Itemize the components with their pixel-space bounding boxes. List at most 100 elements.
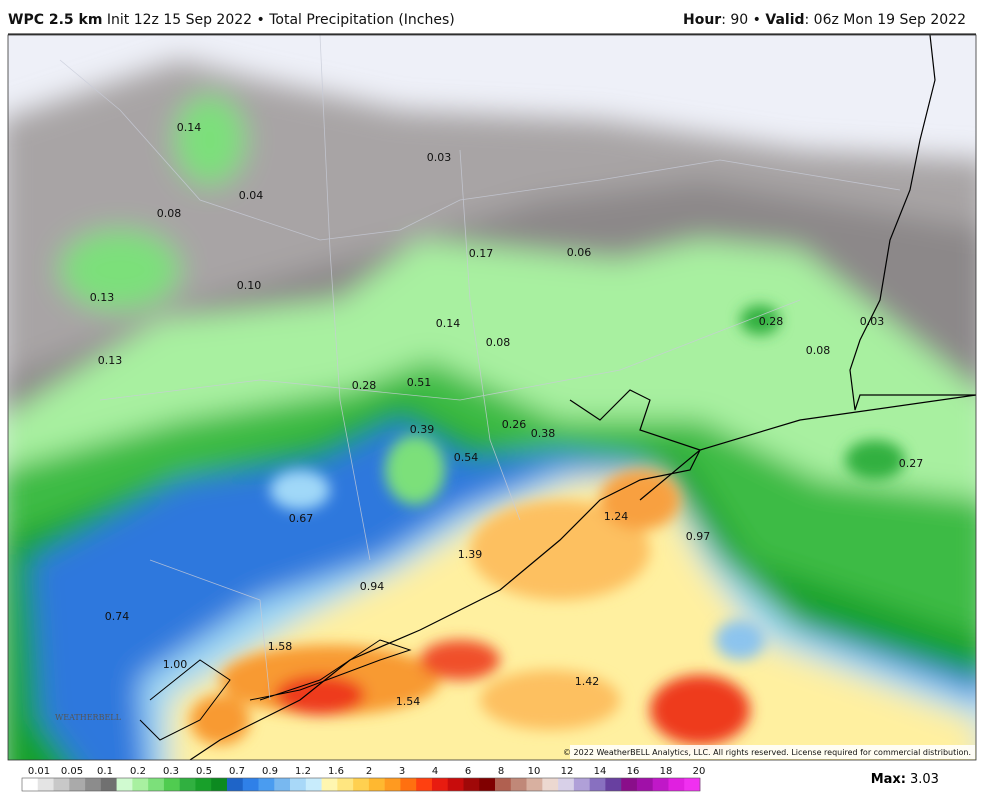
colorbar-swatch [195,778,212,791]
colorbar-swatch [495,778,512,791]
header: WPC 2.5 km Init 12z 15 Sep 2022 • Total … [8,12,966,32]
valid-info: Hour: 90 • Valid: 06z Mon 19 Sep 2022 [683,12,966,28]
colorbar-swatch [53,778,70,791]
colorbar-swatch [69,778,86,791]
colorbar-swatch [416,778,433,791]
colorbar-label: 0.01 [28,766,50,777]
colorbar-swatch [258,778,275,791]
colorbar-swatch [510,778,527,791]
colorbar-label: 12 [561,766,574,777]
colorbar-swatch [668,778,685,791]
colorbar-swatch [384,778,401,791]
colorbar-swatch [226,778,244,791]
value-label: 0.08 [806,344,831,357]
colorbar-swatch [479,778,496,791]
colorbar-label: 0.2 [130,766,146,777]
colorbar-swatch [211,778,228,791]
colorbar-swatch [684,778,701,791]
value-label: 0.51 [407,376,432,389]
colorbar-swatch [37,778,54,791]
colorbar-label: 0.05 [61,766,83,777]
value-label: 1.00 [163,658,188,671]
colorbar-label: 1.2 [295,766,311,777]
value-label: 0.14 [177,121,202,134]
colorbar-label: 0.1 [97,766,113,777]
colorbar-label: 4 [432,766,438,777]
colorbar-swatch [274,778,291,791]
value-label: 0.06 [567,246,592,259]
colorbar-swatch [353,778,370,791]
description: Init 12z 15 Sep 2022 • Total Precipitati… [106,12,455,28]
value-label: 0.38 [531,427,556,440]
colorbar-swatch [321,778,338,791]
value-label: 1.58 [268,640,293,653]
colorbar-label: 16 [627,766,640,777]
colorbar-label: 2 [366,766,372,777]
model: WPC 2.5 km [8,12,103,28]
value-label: 0.13 [98,354,123,367]
colorbar-frame [21,777,701,792]
colorbar-label: 0.3 [163,766,179,777]
colorbar-swatch [242,778,259,791]
colorbar-swatch [636,778,653,791]
colorbar-swatch [337,778,354,791]
colorbar-swatch [85,778,102,791]
value-label: 0.39 [410,423,435,436]
copyright: © 2022 WeatherBELL Analytics, LLC. All r… [563,748,971,757]
value-label: 0.28 [759,315,784,328]
value-label: 0.10 [237,279,262,292]
hour-text: : 90 • [721,12,761,28]
colorbar-swatch [132,778,149,791]
colorbar-label: 3 [399,766,405,777]
colorbar-swatch [179,778,196,791]
max-value: 3.03 [910,772,939,787]
colorbar-label: 6 [465,766,471,777]
colorbar-label: 14 [594,766,607,777]
colorbar-swatch [400,778,417,791]
colorbar-swatch [148,778,165,791]
value-label: 0.54 [454,451,479,464]
logo: WEATHERBELL [55,713,122,722]
colorbar-swatch [22,778,39,791]
colorbar-label: 0.7 [229,766,245,777]
colorbar-swatch [589,778,606,791]
colorbar-swatch [163,778,180,791]
value-label: 0.28 [352,379,377,392]
colorbar-swatch [573,778,590,791]
max-label: Max: [871,772,906,787]
value-label: 0.74 [105,610,130,623]
value-label: 0.17 [469,247,494,260]
value-label: 0.97 [686,530,711,543]
value-label: 0.94 [360,580,385,593]
value-label: 0.08 [486,336,511,349]
colorbar-swatch [290,778,307,791]
valid-label: Valid [765,12,805,28]
value-label: 0.04 [239,189,264,202]
value-label: 1.39 [458,548,483,561]
colorbar-label: 20 [693,766,706,777]
value-label: 0.26 [502,418,527,431]
colorbar-label: 1.6 [328,766,344,777]
colorbar-label: 0.9 [262,766,278,777]
colorbar-swatch [431,778,449,791]
value-label: 0.13 [90,291,115,304]
value-label: 0.14 [436,317,461,330]
colorbar-swatch [116,778,133,791]
value-label: 0.67 [289,512,314,525]
hour-label: Hour [683,12,722,28]
value-label: 0.08 [157,207,182,220]
colorbar-label: 10 [528,766,541,777]
value-label: 0.03 [427,151,452,164]
colorbar-swatch [542,778,559,791]
colorbar-swatch [305,778,322,791]
colorbar-swatch [100,778,117,791]
colorbar-label: 0.5 [196,766,212,777]
precip-field [8,35,976,760]
value-label: 0.03 [860,315,885,328]
colorbar-label: 8 [498,766,504,777]
value-label: 1.42 [575,675,600,688]
value-label: 1.24 [604,510,629,523]
value-label: 0.27 [899,457,924,470]
